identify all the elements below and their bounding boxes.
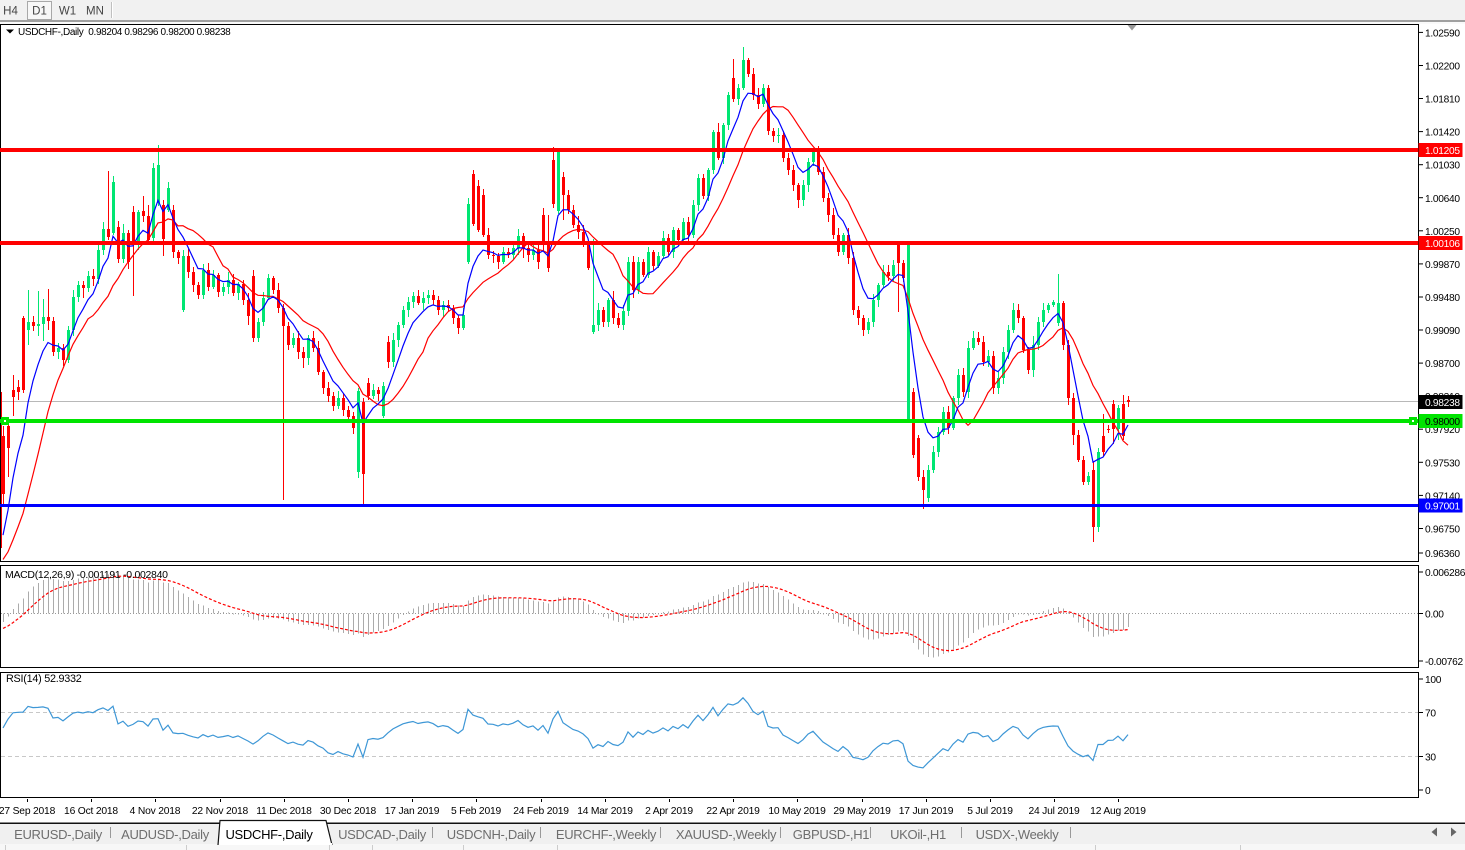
svg-text:17 Jun 2019: 17 Jun 2019 bbox=[899, 806, 954, 817]
svg-text:0.98238: 0.98238 bbox=[1425, 398, 1460, 409]
svg-text:30: 30 bbox=[1425, 753, 1436, 764]
svg-text:0.98000: 0.98000 bbox=[1425, 417, 1460, 428]
svg-text:4 Nov 2018: 4 Nov 2018 bbox=[130, 806, 181, 817]
svg-text:0.98700: 0.98700 bbox=[1425, 359, 1460, 370]
svg-text:0.97530: 0.97530 bbox=[1425, 458, 1460, 469]
svg-text:17 Jan 2019: 17 Jan 2019 bbox=[385, 806, 440, 817]
svg-text:GBPUSD-,H1: GBPUSD-,H1 bbox=[793, 827, 870, 842]
svg-text:100: 100 bbox=[1425, 675, 1442, 686]
svg-text:30 Dec 2018: 30 Dec 2018 bbox=[320, 806, 377, 817]
svg-text:0.97140: 0.97140 bbox=[1425, 491, 1460, 502]
svg-text:-0.00762: -0.00762 bbox=[1425, 657, 1463, 668]
svg-text:0.99870: 0.99870 bbox=[1425, 260, 1460, 271]
svg-text:14 Mar 2019: 14 Mar 2019 bbox=[577, 806, 633, 817]
svg-text:1.02200: 1.02200 bbox=[1425, 62, 1460, 73]
svg-text:1.00106: 1.00106 bbox=[1425, 239, 1460, 250]
svg-text:0.99480: 0.99480 bbox=[1425, 293, 1460, 304]
svg-text:0: 0 bbox=[1425, 786, 1431, 797]
svg-text:USDCAD-,Daily: USDCAD-,Daily bbox=[338, 827, 427, 842]
svg-text:12 Aug 2019: 12 Aug 2019 bbox=[1090, 806, 1146, 817]
svg-text:1.00640: 1.00640 bbox=[1425, 194, 1460, 205]
svg-text:0.99090: 0.99090 bbox=[1425, 326, 1460, 337]
svg-text:RSI(14) 52.9332: RSI(14) 52.9332 bbox=[6, 673, 82, 685]
svg-text:22 Apr 2019: 22 Apr 2019 bbox=[706, 806, 760, 817]
svg-text:AUDUSD-,Daily: AUDUSD-,Daily bbox=[121, 827, 210, 842]
svg-text:5 Feb 2019: 5 Feb 2019 bbox=[451, 806, 502, 817]
svg-text:USDX-,Weekly: USDX-,Weekly bbox=[976, 827, 1060, 842]
svg-text:1.02590: 1.02590 bbox=[1425, 28, 1460, 39]
svg-text:22 Nov 2018: 22 Nov 2018 bbox=[192, 806, 249, 817]
svg-text:EURCHF-,Weekly: EURCHF-,Weekly bbox=[556, 827, 657, 842]
svg-text:10 May 2019: 10 May 2019 bbox=[768, 806, 826, 817]
svg-text:1.01810: 1.01810 bbox=[1425, 95, 1460, 106]
svg-text:0.006286: 0.006286 bbox=[1425, 568, 1465, 579]
svg-text:0.00: 0.00 bbox=[1425, 610, 1444, 621]
svg-text:29 May 2019: 29 May 2019 bbox=[833, 806, 891, 817]
svg-text:EURUSD-,Daily: EURUSD-,Daily bbox=[14, 827, 103, 842]
svg-text:11 Dec 2018: 11 Dec 2018 bbox=[256, 806, 312, 817]
svg-text:0.96360: 0.96360 bbox=[1425, 549, 1460, 560]
svg-text:0.96750: 0.96750 bbox=[1425, 525, 1460, 536]
svg-text:1.00250: 1.00250 bbox=[1425, 227, 1460, 238]
svg-text:0.97001: 0.97001 bbox=[1425, 502, 1460, 513]
svg-text:USDCNH-,Daily: USDCNH-,Daily bbox=[447, 827, 536, 842]
svg-text:W1: W1 bbox=[59, 6, 76, 18]
svg-text:USDCHF-,Daily: USDCHF-,Daily bbox=[225, 827, 313, 842]
svg-text:24 Jul 2019: 24 Jul 2019 bbox=[1028, 806, 1080, 817]
svg-text:24 Feb 2019: 24 Feb 2019 bbox=[513, 806, 569, 817]
svg-text:16 Oct 2018: 16 Oct 2018 bbox=[64, 806, 118, 817]
svg-text:USDCHF-,Daily 0.98204 0.98296: USDCHF-,Daily 0.98204 0.98296 0.98200 0.… bbox=[18, 27, 231, 38]
svg-text:2 Apr 2019: 2 Apr 2019 bbox=[645, 806, 693, 817]
svg-text:UKOil-,H1: UKOil-,H1 bbox=[890, 827, 946, 842]
svg-text:MACD(12,26,9) -0.001191 -0.002: MACD(12,26,9) -0.001191 -0.002840 bbox=[5, 569, 168, 581]
svg-text:1.01420: 1.01420 bbox=[1425, 128, 1460, 139]
svg-text:1.01030: 1.01030 bbox=[1425, 161, 1460, 172]
svg-text:5 Jul 2019: 5 Jul 2019 bbox=[967, 806, 1013, 817]
svg-text:1.01205: 1.01205 bbox=[1425, 146, 1460, 157]
svg-text:H4: H4 bbox=[3, 6, 18, 18]
svg-text:MN: MN bbox=[86, 6, 104, 18]
svg-text:27 Sep 2018: 27 Sep 2018 bbox=[0, 806, 56, 817]
svg-text:70: 70 bbox=[1425, 709, 1436, 720]
svg-text:XAUUSD-,Weekly: XAUUSD-,Weekly bbox=[676, 827, 777, 842]
svg-text:D1: D1 bbox=[32, 6, 47, 18]
svg-text:0.97920: 0.97920 bbox=[1425, 425, 1460, 436]
